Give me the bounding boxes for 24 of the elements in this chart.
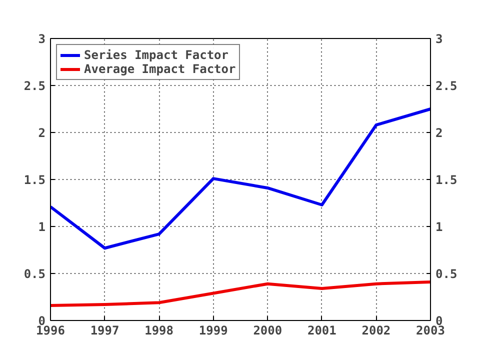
- line-series: [50, 108, 430, 250]
- line-series: [50, 280, 430, 307]
- x-tick-label: 1996: [36, 324, 65, 338]
- y-tick-label: 1: [38, 220, 46, 234]
- y-tick-label: 3: [38, 32, 46, 46]
- y2-tick-label: 2: [436, 126, 443, 140]
- y-tick-label: 0.5: [24, 267, 46, 281]
- x-tick-label: 2002: [362, 324, 391, 338]
- legend-label: Average Impact Factor: [84, 62, 236, 76]
- x-tick-label: 1997: [90, 324, 120, 338]
- y2-tick-label: 2.5: [436, 79, 458, 93]
- y2-tick-label: 3: [436, 32, 443, 46]
- x-tick-label: 2000: [253, 324, 282, 338]
- x-tick-label: 1998: [144, 324, 174, 338]
- y2-tick-label: 1: [436, 220, 443, 234]
- x-tick-label: 2001: [307, 324, 336, 338]
- y-tick-label: 2.5: [24, 79, 46, 93]
- x-tick-label: 1999: [198, 324, 228, 338]
- y2-tick-label: 0.5: [436, 267, 458, 281]
- y-tick-label: 2: [38, 126, 46, 140]
- legend-label: Series Impact Factor: [84, 48, 228, 62]
- y-tick-label: 1.5: [24, 173, 46, 187]
- y2-tick-label: 1.5: [436, 173, 458, 187]
- x-tick-label: 2003: [416, 324, 445, 338]
